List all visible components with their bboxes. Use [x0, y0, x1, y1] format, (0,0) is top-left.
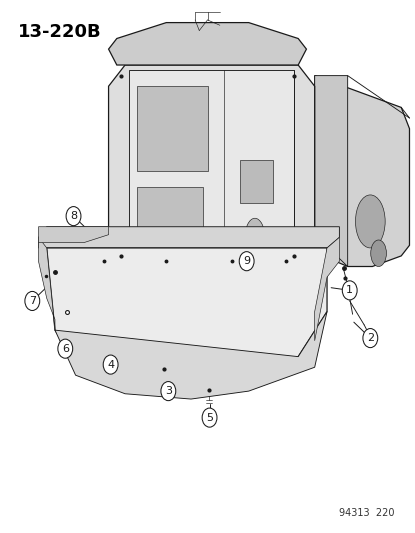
- Polygon shape: [39, 227, 109, 243]
- Ellipse shape: [245, 218, 265, 256]
- Text: 94313  220: 94313 220: [339, 508, 395, 519]
- Circle shape: [103, 355, 118, 374]
- Text: 1: 1: [346, 285, 353, 295]
- Circle shape: [66, 207, 81, 225]
- Text: 7: 7: [29, 296, 36, 306]
- Ellipse shape: [371, 240, 386, 266]
- Text: 6: 6: [62, 344, 69, 354]
- Polygon shape: [109, 65, 315, 277]
- Text: 5: 5: [206, 413, 213, 423]
- Circle shape: [25, 292, 40, 311]
- Polygon shape: [39, 237, 55, 330]
- Text: 9: 9: [243, 256, 250, 266]
- Polygon shape: [315, 76, 410, 266]
- Polygon shape: [39, 227, 339, 248]
- Text: 2: 2: [367, 333, 374, 343]
- Polygon shape: [129, 70, 294, 266]
- Circle shape: [363, 328, 378, 348]
- Polygon shape: [47, 248, 327, 386]
- Circle shape: [161, 382, 176, 401]
- Polygon shape: [109, 22, 306, 65]
- Text: 3: 3: [165, 386, 172, 396]
- Text: 8: 8: [70, 211, 77, 221]
- Circle shape: [342, 281, 357, 300]
- Polygon shape: [315, 76, 348, 266]
- Polygon shape: [55, 312, 327, 399]
- Polygon shape: [315, 237, 339, 341]
- Ellipse shape: [356, 195, 385, 248]
- Circle shape: [239, 252, 254, 271]
- Text: 4: 4: [107, 360, 114, 369]
- Text: 13-220B: 13-220B: [18, 22, 102, 41]
- Polygon shape: [137, 187, 203, 235]
- Circle shape: [202, 408, 217, 427]
- Polygon shape: [240, 160, 273, 203]
- Polygon shape: [137, 86, 208, 171]
- Circle shape: [58, 339, 73, 358]
